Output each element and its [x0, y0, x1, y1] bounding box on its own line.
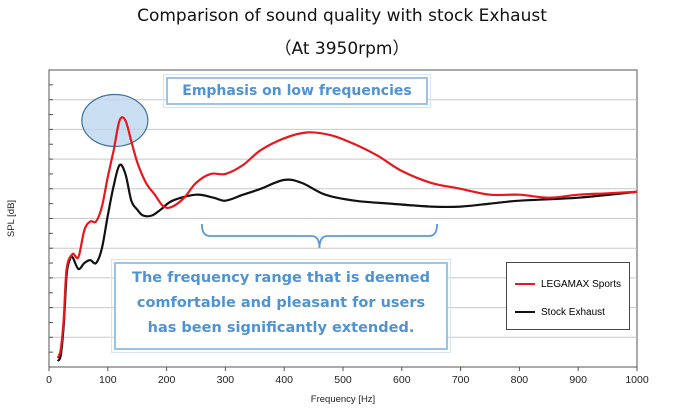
legend-item-stock: Stock Exhaust — [515, 305, 605, 319]
x-tick-label: 600 — [393, 374, 411, 386]
x-tick-label: 500 — [334, 374, 352, 386]
x-tick-label: 1000 — [625, 374, 649, 386]
callout-low-frequency: Emphasis on low frequencies — [163, 74, 431, 108]
callout-line-2: comfortable and pleasant for users — [136, 295, 426, 311]
legend-label-stock: Stock Exhaust — [541, 306, 605, 318]
x-tick-label: 900 — [569, 374, 587, 386]
callout-range-extended: The frequency range that is deemed comfo… — [111, 259, 451, 353]
x-tick-label: 400 — [275, 374, 293, 386]
x-tick-label: 100 — [99, 374, 117, 386]
x-tick-label: 0 — [46, 374, 52, 386]
series-line-stock-exhaust — [56, 163, 638, 362]
legend-swatch-legamax — [515, 283, 535, 285]
legend-swatch-stock — [515, 311, 535, 313]
callout-line-3: has been significantly extended. — [147, 320, 415, 336]
legend-label-legamax: LEGAMAX Sports — [541, 278, 622, 290]
chart-title: Comparison of sound quality with stock E… — [137, 6, 547, 26]
y-axis-label: SPL [dB] — [6, 200, 17, 237]
series-line-legamax-sports — [56, 116, 638, 359]
callout-line-1: The frequency range that is deemed — [132, 270, 430, 286]
chart-subtitle: （At 3950rpm） — [274, 39, 410, 59]
chart-legend: LEGAMAX Sports Stock Exhaust — [506, 262, 630, 330]
x-axis-label: Frequency [Hz] — [311, 394, 375, 405]
x-tick-label: 800 — [511, 374, 529, 386]
legend-item-legamax: LEGAMAX Sports — [515, 277, 621, 291]
x-tick-label: 700 — [452, 374, 470, 386]
x-tick-label: 300 — [217, 374, 235, 386]
range-brace — [200, 223, 438, 249]
x-tick-label: 200 — [158, 374, 176, 386]
